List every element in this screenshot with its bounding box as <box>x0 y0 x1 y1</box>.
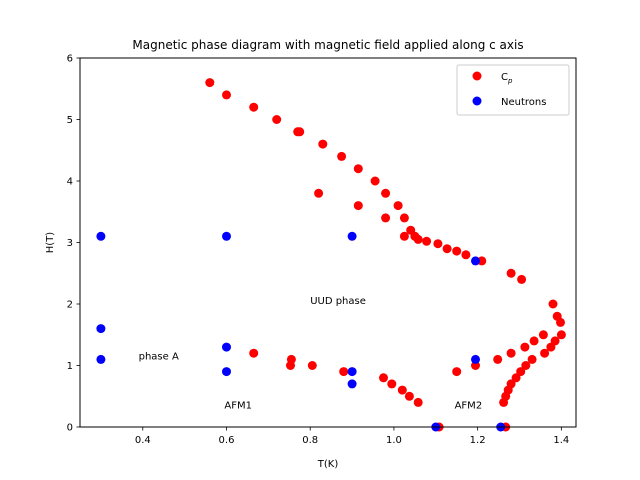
cp-point-51 <box>546 342 556 352</box>
cp-point-30 <box>286 361 295 370</box>
neutron-point-10 <box>471 354 480 364</box>
cp-point-11 <box>393 201 403 211</box>
cp-point-48 <box>556 317 565 327</box>
y-tick-label-2: 2 <box>67 300 73 311</box>
cp-point-8 <box>353 164 363 174</box>
y-tick-label-6: 6 <box>67 54 73 65</box>
neutron-point-1 <box>222 231 231 241</box>
cp-point-23 <box>353 201 363 211</box>
x-tick-label-1: 0.6 <box>219 435 235 446</box>
cp-point-21 <box>477 256 487 266</box>
y-axis-label: H(T) <box>45 232 56 254</box>
y-axis-ticks: 0 1 2 3 4 5 6 <box>67 54 80 434</box>
cp-point-31 <box>307 361 317 370</box>
x-axis-label: T(K) <box>317 459 339 470</box>
cp-point-60 <box>499 397 509 407</box>
cp-point-49 <box>556 330 566 340</box>
x-tick-label-5: 1.4 <box>553 435 569 446</box>
y-tick-label-1: 1 <box>67 361 73 372</box>
neutron-point-5 <box>96 354 106 364</box>
cp-point-20 <box>461 250 471 260</box>
legend-marker-neutrons <box>472 96 482 106</box>
cp-point-25 <box>399 231 409 241</box>
cp-point-27 <box>517 274 527 284</box>
phase-label-3: AFM2 <box>455 401 483 412</box>
cp-point-16 <box>422 236 432 246</box>
cp-point-32 <box>339 367 349 377</box>
neutron-point-9 <box>347 379 357 389</box>
cp-point-39 <box>452 367 462 377</box>
legend-label-cp-subscript: p <box>507 77 513 85</box>
cp-point-26 <box>506 268 516 278</box>
cp-point-0 <box>205 78 215 88</box>
cp-point-6 <box>318 139 328 149</box>
cp-point-2 <box>249 102 259 112</box>
legend-marker-cp <box>472 71 482 81</box>
legend-box <box>456 64 570 116</box>
axes-frame <box>80 58 576 427</box>
y-tick-label-3: 3 <box>67 238 73 249</box>
cp-point-41 <box>493 354 503 364</box>
cp-point-24 <box>381 213 391 223</box>
cp-point-7 <box>337 151 347 161</box>
legend: Cp Neutrons <box>456 64 570 116</box>
neutron-point-3 <box>471 256 480 266</box>
annotation-layer: UUD phase phase A AFM1 AFM2 <box>139 296 483 412</box>
phase-label-0: UUD phase <box>310 296 366 307</box>
x-tick-label-2: 0.8 <box>302 435 318 446</box>
cp-point-17 <box>433 239 443 249</box>
cp-point-55 <box>516 367 526 377</box>
x-tick-label-0: 0.4 <box>135 435 151 446</box>
cp-point-33 <box>379 373 388 383</box>
chart-title-text: Magnetic phase diagram with magnetic fie… <box>132 38 523 52</box>
x-tick-label-4: 1.2 <box>470 435 486 446</box>
neutron-point-0 <box>96 231 106 241</box>
cp-point-1 <box>222 90 231 100</box>
legend-label-cp-main: C <box>501 72 508 83</box>
cp-point-52 <box>540 348 550 358</box>
cp-point-3 <box>272 115 282 124</box>
y-tick-label-4: 4 <box>67 177 73 188</box>
phase-label-1: phase A <box>139 351 179 362</box>
neutron-point-6 <box>222 342 231 352</box>
cp-point-56 <box>511 373 521 383</box>
cp-point-53 <box>527 354 537 364</box>
x-axis-ticks: 0.4 0.6 0.8 1.0 1.2 1.4 <box>135 427 569 446</box>
cp-point-18 <box>442 244 452 254</box>
neutron-point-4 <box>96 324 106 334</box>
cp-point-45 <box>538 330 548 340</box>
chart-title: Magnetic phase diagram with magnetic fie… <box>132 38 523 52</box>
cp-point-35 <box>397 385 407 395</box>
neutron-point-2 <box>347 231 357 241</box>
cp-point-54 <box>521 361 531 370</box>
legend-label-neutrons: Neutrons <box>501 97 546 108</box>
cp-point-43 <box>520 342 530 352</box>
cp-point-28 <box>249 348 259 358</box>
plot-area: UUD phase phase A AFM1 AFM2 <box>79 57 577 432</box>
legend-label-cp: Cp <box>501 72 513 85</box>
x-tick-label-3: 1.0 <box>386 435 402 446</box>
cp-point-42 <box>506 348 516 358</box>
y-tick-label-0: 0 <box>67 423 73 434</box>
cp-point-5 <box>295 127 305 137</box>
points-layer <box>96 78 566 432</box>
cp-point-34 <box>387 379 397 389</box>
neutron-point-7 <box>222 367 231 377</box>
cp-point-44 <box>529 336 539 346</box>
cp-point-36 <box>404 391 414 401</box>
cp-point-46 <box>548 299 558 309</box>
neutron-point-8 <box>347 367 357 377</box>
cp-point-9 <box>370 176 380 186</box>
cp-point-10 <box>381 188 391 198</box>
cp-point-12 <box>399 213 409 223</box>
cp-point-37 <box>413 397 423 407</box>
cp-point-19 <box>452 246 462 256</box>
cp-point-15 <box>413 234 423 244</box>
cp-point-22 <box>314 188 324 198</box>
phase-label-2: AFM1 <box>224 401 252 412</box>
y-tick-label-5: 5 <box>67 115 73 126</box>
